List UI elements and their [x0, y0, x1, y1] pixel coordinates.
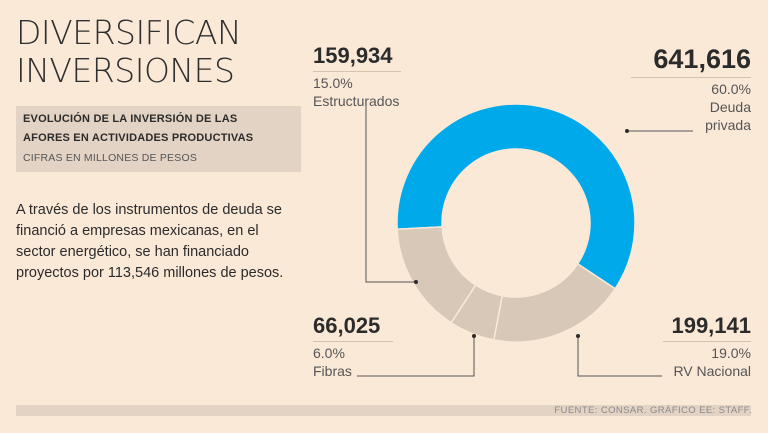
leader-rv-nacional — [577, 336, 662, 377]
leader-estructurados — [365, 106, 416, 283]
pct-label-deuda-privada: 60.0% — [711, 81, 751, 97]
pct-label-estructurados: 15.0% — [313, 75, 353, 91]
subtitle-line-2: AFORES EN ACTIVIDADES PRODUCTIVAS — [23, 132, 254, 144]
leader-estructurados-dot — [414, 280, 418, 284]
title-line-2: INVERSIONES — [16, 51, 235, 90]
slice-name-rv-nacional: RV Nacional — [673, 363, 751, 379]
donut-slice-estructurados — [396, 226, 477, 324]
value-label-estructurados: 159,934 — [313, 43, 393, 68]
label-fibras: 66,025 6.0% Fibras — [313, 314, 393, 380]
leader-lines — [357, 106, 693, 377]
source-note: FUENTE: CONSAR. GRÁFICO EE: STAFF. — [554, 405, 752, 416]
value-label-fibras: 66,025 — [313, 313, 381, 338]
label-rv-nacional: 199,141 19.0% RV Nacional — [663, 314, 751, 380]
donut-slices — [396, 103, 636, 343]
body-text: A través de los instrumentos de deuda se… — [16, 202, 284, 281]
leader-fibras — [357, 336, 475, 377]
donut-slice-deuda-privada — [396, 103, 636, 290]
slice-name-deuda-privada: Deuda privada — [705, 99, 751, 133]
label-estructurados: 159,934 15.0% Estructurados — [313, 44, 401, 110]
pct-label-rv-nacional: 19.0% — [711, 345, 751, 361]
value-label-deuda-privada: 641,616 — [653, 44, 751, 74]
value-label-rv-nacional: 199,141 — [671, 313, 751, 338]
footer-bar — [16, 405, 751, 416]
pct-label-fibras: 6.0% — [313, 345, 345, 361]
leader-rv-nacional-dot — [576, 334, 580, 338]
units-label: CIFRAS EN MILLONES DE PESOS — [23, 152, 198, 164]
title-line-1: DIVERSIFICAN — [16, 13, 242, 52]
leader-fibras-dot — [472, 334, 476, 338]
leader-deuda-privada-dot — [625, 129, 629, 133]
subtitle-line-1: EVOLUCIÓN DE LA INVERSIÓN DE LAS — [23, 113, 238, 125]
subtitle-box: EVOLUCIÓN DE LA INVERSIÓN DE LAS AFORES … — [16, 106, 301, 172]
label-deuda-privada: 641,616 60.0% Deuda privada — [631, 44, 751, 134]
slice-name-estructurados: Estructurados — [313, 93, 400, 109]
slice-name-fibras: Fibras — [313, 363, 352, 379]
chart-title: DIVERSIFICAN INVERSIONES — [16, 14, 306, 90]
